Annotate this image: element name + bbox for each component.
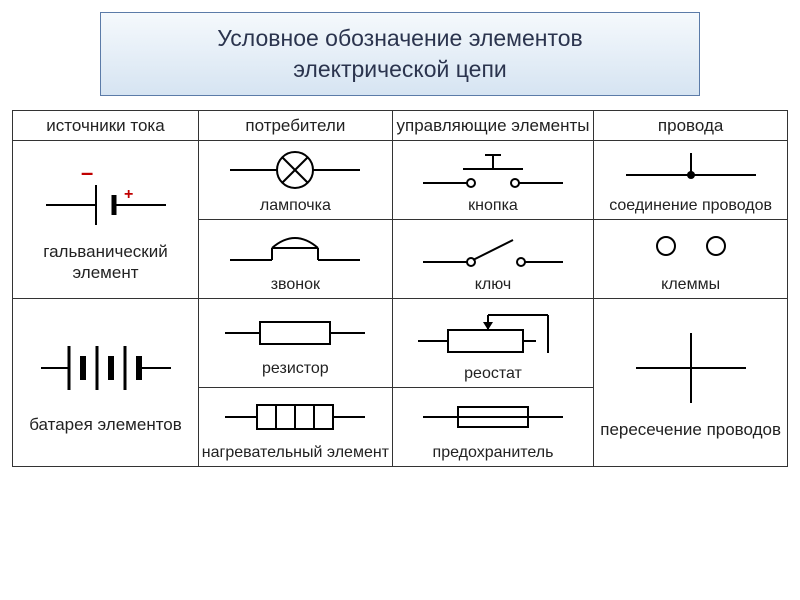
cell-galvanic: – + гальванический элемент xyxy=(13,141,199,299)
battery-label: батарея элементов xyxy=(15,408,196,437)
cell-lamp: лампочка xyxy=(199,141,393,220)
header-consumers: потребители xyxy=(199,111,393,141)
battery-icon xyxy=(31,328,181,408)
lamp-icon xyxy=(220,145,370,195)
junction-icon xyxy=(616,145,766,195)
button-icon xyxy=(413,145,573,195)
rheostat-icon xyxy=(408,303,578,363)
lamp-label: лампочка xyxy=(201,195,390,215)
button-label: кнопка xyxy=(395,195,592,215)
cell-rheostat: реостат xyxy=(392,299,594,388)
rheostat-label: реостат xyxy=(395,363,592,383)
resistor-icon xyxy=(215,308,375,358)
heater-icon xyxy=(215,392,375,442)
bell-icon xyxy=(220,224,370,274)
svg-text:+: + xyxy=(124,186,133,203)
heater-label: нагревательный элемент xyxy=(201,442,390,462)
cell-junction: соединение проводов xyxy=(594,141,788,220)
cell-crossing: пересечение проводов xyxy=(594,299,788,467)
cell-switch: ключ xyxy=(392,220,594,299)
svg-text:–: – xyxy=(81,160,93,185)
galvanic-icon: – + xyxy=(36,155,176,235)
switch-label: ключ xyxy=(395,274,592,294)
terminals-icon xyxy=(616,224,766,274)
cell-battery: батарея элементов xyxy=(13,299,199,467)
header-controls: управляющие элементы xyxy=(392,111,594,141)
cell-bell: звонок xyxy=(199,220,393,299)
page-title: Условное обозначение элементов электриче… xyxy=(100,12,700,96)
cell-resistor: резистор xyxy=(199,299,393,388)
fuse-icon xyxy=(413,392,573,442)
galvanic-label: гальванический элемент xyxy=(15,235,196,286)
symbols-table: источники тока потребители управляющие э… xyxy=(12,110,788,467)
cell-button: кнопка xyxy=(392,141,594,220)
cell-heater: нагревательный элемент xyxy=(199,388,393,467)
switch-icon xyxy=(413,224,573,274)
fuse-label: предохранитель xyxy=(395,442,592,462)
cell-terminals: клеммы xyxy=(594,220,788,299)
terminals-label: клеммы xyxy=(596,274,785,294)
title-line1: Условное обозначение элементов xyxy=(217,25,583,51)
junction-label: соединение проводов xyxy=(596,195,785,215)
header-sources: источники тока xyxy=(13,111,199,141)
bell-label: звонок xyxy=(201,274,390,294)
resistor-label: резистор xyxy=(201,358,390,378)
header-wires: провода xyxy=(594,111,788,141)
crossing-icon xyxy=(626,323,756,413)
title-line2: электрической цепи xyxy=(293,56,507,82)
cell-fuse: предохранитель xyxy=(392,388,594,467)
crossing-label: пересечение проводов xyxy=(596,413,785,442)
